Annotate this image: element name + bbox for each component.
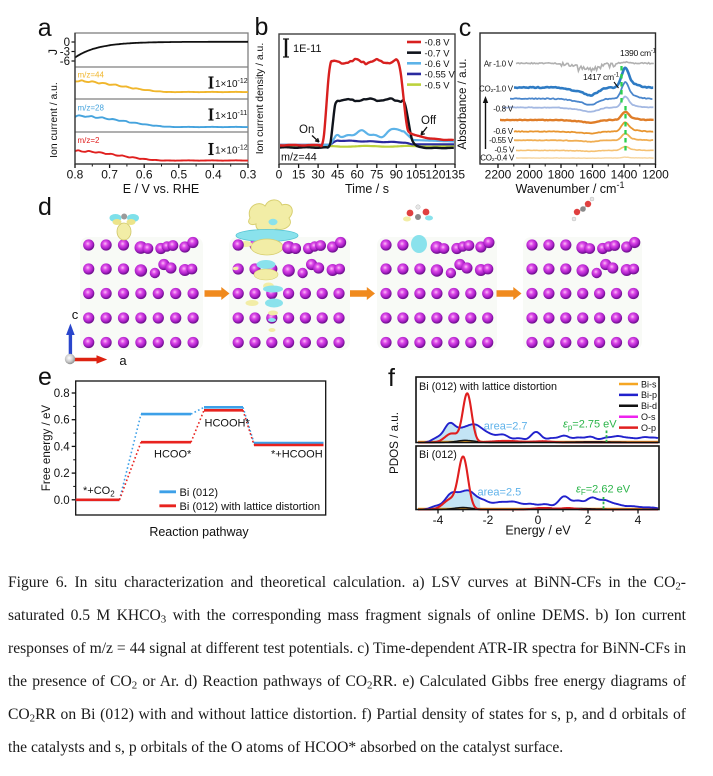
svg-text:-3: -3	[60, 47, 70, 59]
svg-text:Bi (012): Bi (012)	[180, 487, 219, 499]
svg-text:-0.7 V: -0.7 V	[425, 47, 451, 58]
svg-text:Ion current / a.u.: Ion current / a.u.	[49, 82, 60, 158]
svg-text:2000: 2000	[516, 168, 543, 182]
svg-text:m/z=2: m/z=2	[78, 136, 101, 145]
svg-text:1417 cm-1: 1417 cm-1	[583, 72, 620, 83]
svg-text:0.2: 0.2	[54, 468, 70, 480]
svg-text:120: 120	[425, 168, 445, 182]
svg-text:0.4: 0.4	[205, 168, 222, 182]
svg-text:105: 105	[406, 168, 426, 182]
svg-text:Bi (012): Bi (012)	[419, 449, 457, 461]
svg-text:-6: -6	[60, 56, 70, 68]
svg-text:Free energy / eV: Free energy / eV	[40, 405, 53, 492]
svg-text:*+HCOOH: *+HCOOH	[271, 448, 323, 460]
svg-text:15: 15	[292, 168, 306, 182]
svg-text:CO₂-0.4 V: CO₂-0.4 V	[480, 154, 515, 163]
svg-text:0.0: 0.0	[54, 495, 70, 507]
svg-text:-2: -2	[483, 513, 494, 527]
svg-text:m/z=28: m/z=28	[78, 104, 105, 113]
svg-text:c: c	[72, 307, 79, 322]
svg-text:E / V vs. RHE: E / V vs. RHE	[123, 182, 199, 196]
svg-text:-0.6 V: -0.6 V	[493, 127, 514, 136]
svg-text:PDOS / a.u.: PDOS / a.u.	[388, 412, 401, 474]
svg-text:O-s: O-s	[641, 412, 656, 422]
svg-text:2200: 2200	[485, 168, 512, 182]
svg-text:60: 60	[351, 168, 365, 182]
svg-text:-0.6 V: -0.6 V	[425, 58, 451, 69]
svg-text:e: e	[38, 363, 52, 391]
svg-text:Energy / eV: Energy / eV	[505, 524, 571, 538]
svg-text:Reaction pathway: Reaction pathway	[149, 525, 249, 539]
svg-text:1390 cm-1: 1390 cm-1	[620, 48, 657, 59]
svg-text:1800: 1800	[548, 168, 575, 182]
svg-text:0.8: 0.8	[54, 388, 70, 400]
svg-text:1×10-12: 1×10-12	[215, 145, 248, 157]
svg-text:Absorbance / a.u.: Absorbance / a.u.	[456, 59, 469, 150]
svg-text:O-p: O-p	[641, 423, 656, 433]
svg-text:area=2.5: area=2.5	[478, 487, 522, 499]
svg-text:75: 75	[370, 168, 384, 182]
svg-text:Off: Off	[421, 115, 437, 127]
svg-text:Time / s: Time / s	[345, 182, 389, 196]
svg-text:On: On	[299, 124, 314, 136]
svg-text:135: 135	[445, 168, 465, 182]
svg-text:f: f	[388, 364, 395, 392]
svg-text:0.6: 0.6	[136, 168, 153, 182]
svg-text:0.4: 0.4	[54, 441, 71, 453]
svg-text:εp=2.75 eV: εp=2.75 eV	[563, 419, 617, 433]
svg-text:Bi-d: Bi-d	[641, 401, 657, 411]
svg-text:b: b	[255, 13, 269, 41]
svg-text:Bi-s: Bi-s	[641, 379, 657, 389]
svg-text:-0.5 V: -0.5 V	[425, 79, 451, 90]
svg-text:0: 0	[276, 168, 283, 182]
svg-text:1×10-12: 1×10-12	[215, 78, 248, 90]
svg-text:1200: 1200	[642, 168, 669, 182]
svg-text:Ion current density / a.u.: Ion current density / a.u.	[255, 43, 266, 154]
svg-text:-0.55 V: -0.55 V	[425, 69, 456, 80]
svg-text:HCOOH*: HCOOH*	[205, 418, 251, 430]
svg-text:Bi (012) with lattice distorti: Bi (012) with lattice distortion	[419, 381, 557, 393]
svg-text:30: 30	[311, 168, 325, 182]
svg-text:1E-11: 1E-11	[293, 43, 322, 55]
svg-text:a: a	[38, 14, 52, 42]
svg-text:0.5: 0.5	[170, 168, 187, 182]
svg-text:0: 0	[535, 513, 542, 527]
svg-text:-4: -4	[433, 513, 444, 527]
svg-text:d: d	[38, 193, 52, 221]
svg-text:1400: 1400	[611, 168, 638, 182]
svg-text:0.8: 0.8	[67, 168, 84, 182]
svg-text:1×10-11: 1×10-11	[215, 110, 247, 122]
svg-text:0.7: 0.7	[101, 168, 118, 182]
svg-text:Ar -1.0 V: Ar -1.0 V	[484, 60, 514, 69]
svg-text:2: 2	[585, 513, 592, 527]
svg-text:-0.8 V: -0.8 V	[493, 105, 514, 114]
svg-text:-0.55 V: -0.55 V	[489, 136, 514, 145]
svg-text:J: J	[46, 49, 60, 55]
svg-text:0.6: 0.6	[54, 415, 70, 427]
svg-text:*+CO2: *+CO2	[83, 485, 115, 499]
svg-text:45: 45	[331, 168, 345, 182]
svg-text:0: 0	[64, 37, 70, 49]
svg-text:90: 90	[390, 168, 404, 182]
svg-text:-0.5 V: -0.5 V	[494, 146, 515, 155]
svg-text:HCOO*: HCOO*	[154, 449, 192, 461]
svg-text:Wavenumber / cm-1: Wavenumber / cm-1	[516, 180, 625, 196]
svg-text:1600: 1600	[579, 168, 606, 182]
svg-text:area=2.7: area=2.7	[484, 421, 528, 433]
svg-text:εF=2.62 eV: εF=2.62 eV	[576, 484, 631, 498]
svg-text:4: 4	[635, 513, 642, 527]
svg-text:m/z=44: m/z=44	[78, 71, 105, 80]
svg-text:-0.8 V: -0.8 V	[425, 37, 451, 48]
svg-text:Bi (012) with lattice distorti: Bi (012) with lattice distortion	[180, 501, 321, 513]
svg-text:Bi-p: Bi-p	[641, 390, 657, 400]
svg-text:a: a	[119, 353, 127, 368]
svg-text:c: c	[459, 14, 472, 42]
svg-text:CO₂-1.0 V: CO₂-1.0 V	[479, 85, 514, 94]
svg-text:0.3: 0.3	[240, 168, 257, 182]
svg-text:m/z=44: m/z=44	[281, 152, 317, 164]
